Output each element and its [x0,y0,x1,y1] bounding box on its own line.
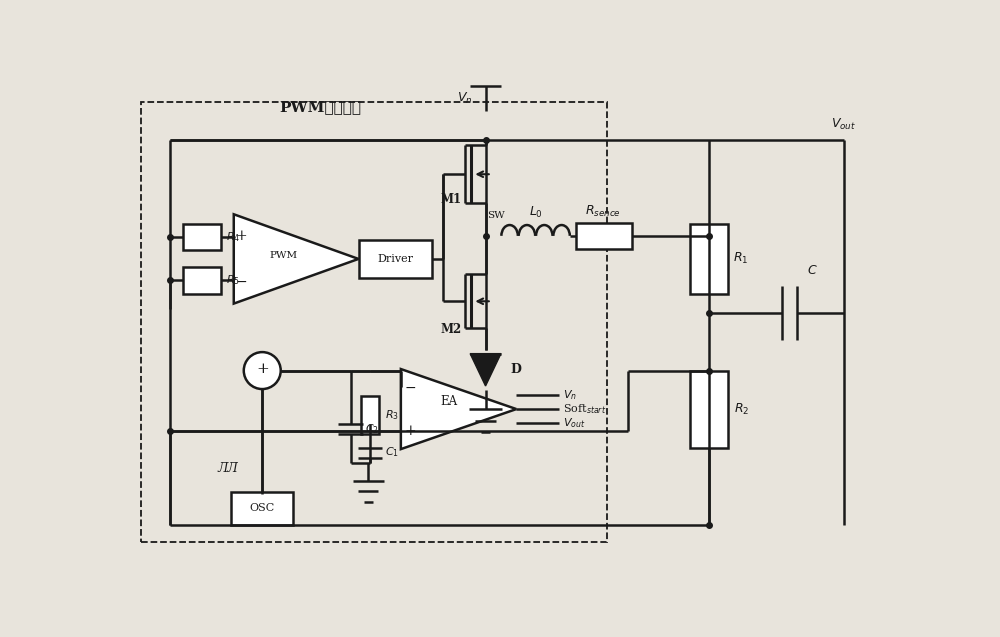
Bar [183,224,221,250]
Text: $C$: $C$ [807,264,818,277]
Text: M2: M2 [440,323,462,336]
Bar [361,396,379,434]
Text: $R_2$: $R_2$ [734,401,749,417]
Bar [690,371,728,448]
Bar [576,223,632,249]
Text: PWM: PWM [270,250,298,260]
Polygon shape [401,369,516,449]
Polygon shape [470,354,501,386]
Text: $R_5$: $R_5$ [226,273,240,287]
Text: −: − [236,275,247,289]
Text: $V_n$: $V_n$ [457,91,473,106]
Text: $C_1$: $C_1$ [385,445,399,459]
Text: M1: M1 [440,193,461,206]
Text: D: D [511,363,522,376]
Text: $V_{out}$: $V_{out}$ [563,416,585,430]
Text: $C_2$: $C_2$ [365,422,379,436]
Text: Soft$_{start}$: Soft$_{start}$ [563,402,606,416]
Text: +: + [256,362,269,376]
Text: EA: EA [440,395,457,408]
Circle shape [244,352,281,389]
Text: $V_n$: $V_n$ [563,389,577,402]
Bar [358,240,432,278]
Text: SW: SW [487,211,504,220]
Text: −: − [404,380,416,394]
Text: $R_4$: $R_4$ [226,231,240,244]
Bar [231,492,293,525]
Bar [690,224,728,294]
Text: +: + [236,229,247,243]
Text: PWM控制电路: PWM控制电路 [279,100,361,114]
Text: Driver: Driver [377,254,413,264]
Bar [183,268,221,294]
Text: $R_{sence}$: $R_{sence}$ [585,204,621,218]
Text: $R_1$: $R_1$ [733,252,749,266]
Text: $L_0$: $L_0$ [529,205,543,220]
Bar [141,102,607,542]
Text: +: + [404,424,416,438]
Text: $V_{out}$: $V_{out}$ [831,117,856,132]
Text: $R_3$: $R_3$ [385,408,399,422]
Text: ЛЛ: ЛЛ [217,462,238,475]
Polygon shape [234,214,358,304]
Text: OSC: OSC [250,503,275,513]
